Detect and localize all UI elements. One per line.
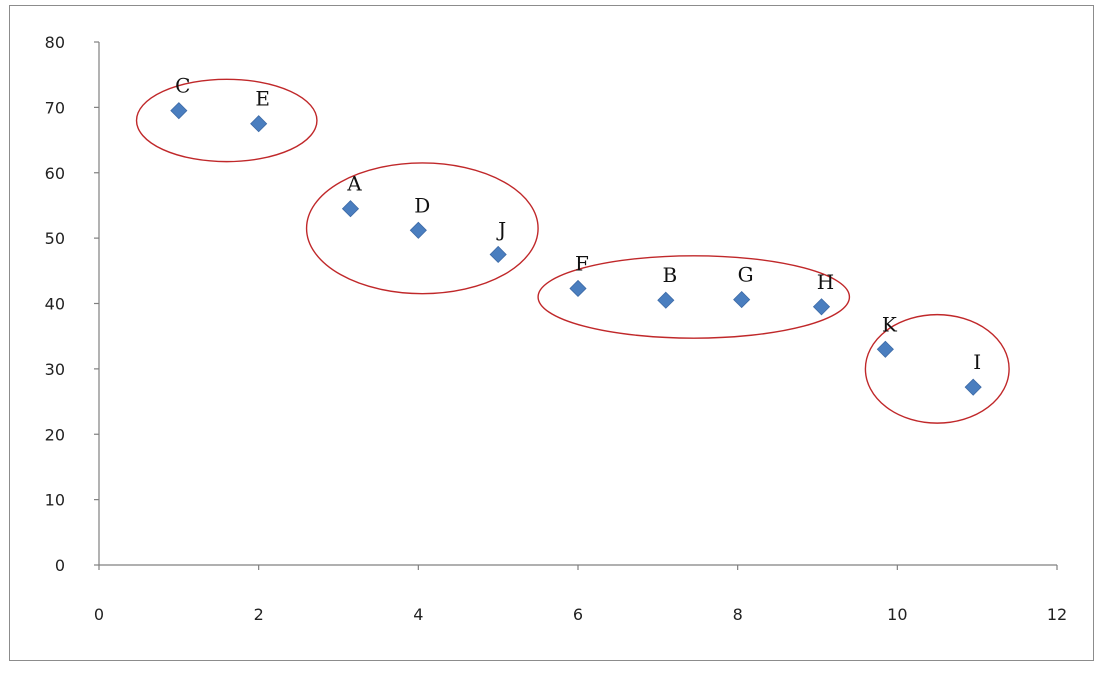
- y-tick-label: 60: [45, 164, 65, 183]
- axis-ticks: 0 10 20 30 40 50 60 70 80 0 2 4 6 8 10 12: [45, 33, 1068, 624]
- y-tick-label: 30: [45, 360, 65, 379]
- point-label: C: [175, 74, 190, 98]
- data-point: [250, 115, 268, 133]
- y-tick-label: 0: [55, 556, 65, 575]
- y-tick-label: 80: [45, 33, 65, 52]
- y-tick-label: 50: [45, 229, 65, 248]
- x-tick-label: 2: [254, 605, 264, 624]
- point-label: J: [496, 217, 506, 241]
- cluster-ellipse: [135, 78, 318, 163]
- data-point: [341, 200, 360, 218]
- point-label: F: [575, 251, 589, 275]
- point-label: B: [662, 263, 677, 287]
- point-labels: C E A D J F B G H K I: [175, 74, 981, 375]
- cluster-ellipse: [305, 162, 539, 295]
- chart-frame: [9, 5, 1094, 661]
- data-point: [409, 221, 427, 239]
- point-label: K: [882, 312, 898, 336]
- data-point: [657, 291, 675, 309]
- cluster-ellipse: [864, 313, 1010, 424]
- data-point: [170, 102, 188, 120]
- x-tick-label: 4: [413, 605, 423, 624]
- x-tick-label: 8: [733, 605, 743, 624]
- point-label: E: [255, 87, 270, 111]
- point-label: H: [817, 270, 834, 294]
- y-tick-label: 40: [45, 295, 65, 314]
- x-tick-label: 12: [1047, 605, 1067, 624]
- data-point: [812, 298, 831, 316]
- data-point: [489, 245, 507, 264]
- y-tick-label: 20: [45, 425, 65, 444]
- x-tick-label: 6: [573, 605, 583, 624]
- y-tick-label: 70: [45, 98, 65, 117]
- data-point: [876, 340, 894, 358]
- cluster-ellipse: [537, 255, 851, 339]
- point-label: I: [973, 350, 981, 374]
- axes: [98, 42, 1057, 566]
- data-point: [964, 378, 982, 396]
- data-point: [733, 291, 751, 309]
- x-tick-label: 10: [887, 605, 907, 624]
- y-tick-label: 10: [45, 491, 65, 510]
- point-label: A: [346, 172, 362, 196]
- point-label: G: [738, 263, 754, 287]
- point-label: D: [414, 193, 430, 217]
- x-tick-label: 0: [94, 605, 104, 624]
- data-points: [170, 102, 982, 396]
- cluster-ellipses: [135, 78, 1010, 424]
- data-point: [569, 279, 587, 298]
